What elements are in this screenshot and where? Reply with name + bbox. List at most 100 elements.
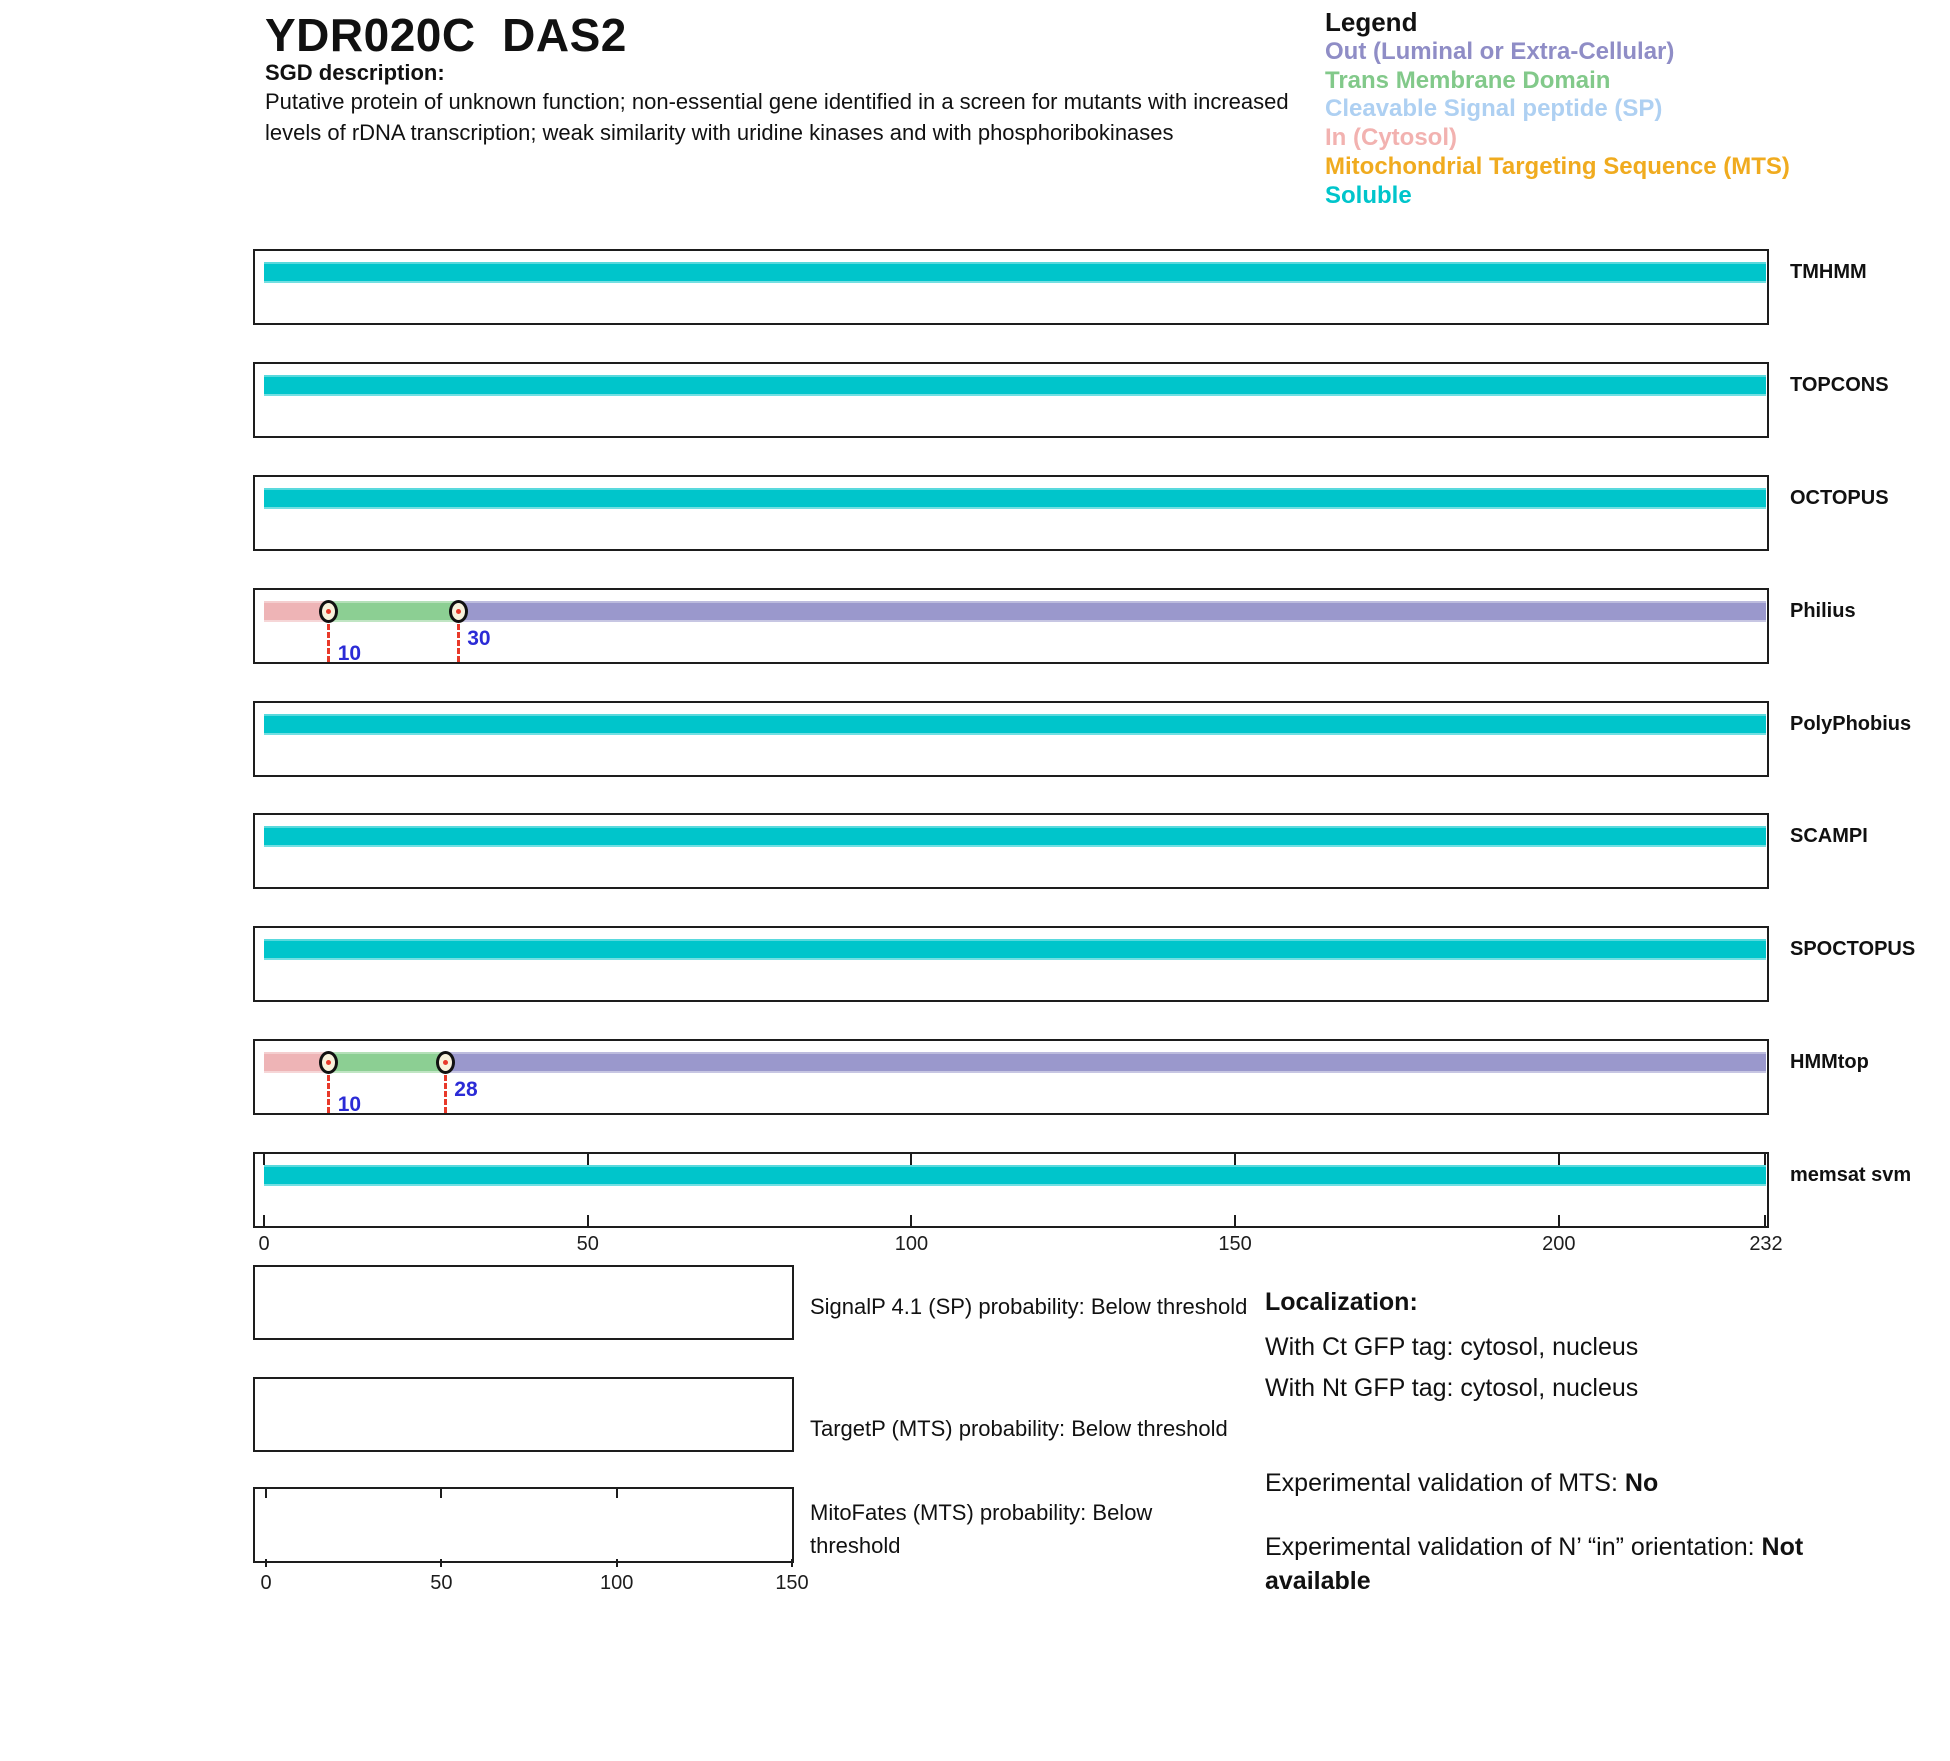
legend-items: Out (Luminal or Extra-Cellular) Trans Mem… <box>1325 38 1790 210</box>
boundary-position-label: 28 <box>454 1078 478 1101</box>
axis-tick-label: 150 <box>1218 1233 1252 1255</box>
legend-item-sp: Cleavable Signal peptide (SP) <box>1325 95 1663 123</box>
boundary-position-label: 10 <box>337 642 362 665</box>
axis-tick-label: 0 <box>258 1233 270 1255</box>
axis-tick-top <box>263 1154 265 1165</box>
boundary-marker-dot <box>455 609 461 614</box>
track-label-scampi: SCAMPI <box>1790 825 1868 847</box>
segment-out <box>458 601 1766 622</box>
boundary-position-label: 10 <box>337 1093 362 1116</box>
orientation-validation-value: Not available <box>1265 1533 1804 1595</box>
legend-item-in: In (Cytosol) <box>1325 124 1457 152</box>
segment-soluble <box>264 939 1766 960</box>
mitofates-tick-bottom <box>265 1559 267 1567</box>
localization-heading: Localization: <box>1265 1288 1418 1316</box>
axis-tick-label: 200 <box>1542 1233 1576 1255</box>
boundary-marker-dot <box>326 1060 332 1065</box>
axis-tick-bottom <box>1234 1215 1237 1226</box>
track-box-octopus <box>253 475 1769 551</box>
description-line: levels of rDNA transcription; weak simil… <box>265 120 1174 145</box>
track-box-philius <box>253 588 1769 664</box>
track-label-octopus: OCTOPUS <box>1790 487 1889 509</box>
boundary-dash-line <box>327 624 331 662</box>
axis-tick-label: 50 <box>576 1233 599 1255</box>
mts-validation-label: Experimental validation of MTS: <box>1265 1469 1625 1497</box>
mitofates-tick-label: 50 <box>430 1572 453 1594</box>
legend-item-mts: Mitochondrial Targeting Sequence (MTS) <box>1325 152 1790 180</box>
boundary-dash-line <box>456 624 460 662</box>
track-label-polyphobius: PolyPhobius <box>1790 713 1912 735</box>
segment-soluble <box>264 375 1766 396</box>
boundary-marker-dot <box>326 609 332 614</box>
segment-tm <box>328 1052 446 1073</box>
mts-validation: Experimental validation of MTS: No <box>1265 1466 1658 1500</box>
axis-tick-top <box>1764 1154 1766 1165</box>
orientation-validation: Experimental validation of N’ “in” orien… <box>1265 1530 1885 1598</box>
segment-soluble <box>264 1165 1766 1186</box>
track-label-spoctopus: SPOCTOPUS <box>1790 938 1916 960</box>
mitofates-tick-label: 100 <box>599 1572 634 1594</box>
segment-tm <box>328 601 459 622</box>
axis-tick-bottom <box>586 1215 589 1226</box>
legend-item-soluble: Soluble <box>1325 181 1412 209</box>
mitofates-tick-label: 150 <box>775 1572 809 1594</box>
axis-tick-bottom <box>1557 1215 1560 1226</box>
track-label-hmmtop: HMMtop <box>1790 1051 1869 1073</box>
legend-item-out: Out (Luminal or Extra-Cellular) <box>1325 38 1675 65</box>
axis-tick-bottom <box>263 1215 265 1226</box>
track-box-topcons <box>253 362 1769 438</box>
localization-ct-gfp: With Ct GFP tag: cytosol, nucleus <box>1265 1333 1639 1361</box>
signalp-caption: SignalP 4.1 (SP) probability: Below thre… <box>810 1294 1248 1319</box>
track-box-hmmtop <box>253 1039 1769 1115</box>
track-box-scampi <box>253 813 1769 889</box>
mitofates-tick-bottom <box>615 1559 618 1567</box>
track-box-spoctopus <box>253 926 1769 1002</box>
axis-tick-label: 232 <box>1749 1233 1783 1255</box>
boundary-marker-dot <box>442 1060 448 1065</box>
legend-item-tm: Trans Membrane Domain <box>1325 66 1611 94</box>
track-label-topcons: TOPCONS <box>1790 374 1889 396</box>
mitofates-tick-top <box>440 1489 443 1498</box>
orientation-validation-label: Experimental validation of N’ “in” orien… <box>1265 1533 1762 1561</box>
track-label-memsat-svm: memsat svm <box>1790 1164 1912 1186</box>
track-box-tmhmm <box>253 249 1769 325</box>
segment-soluble <box>264 262 1766 283</box>
track-box-memsat-svm <box>253 1152 1769 1228</box>
legend: Legend Out (Luminal or Extra-Cellular) Tr… <box>1325 6 1790 210</box>
legend-title: Legend <box>1325 7 1418 37</box>
targetp-plot <box>253 1377 794 1452</box>
mitofates-tick-top <box>265 1489 267 1498</box>
sgd-description-heading: SGD description: <box>265 60 445 85</box>
boundary-position-label: 30 <box>467 627 491 650</box>
sgd-description-text: Putative protein of unknown function; no… <box>265 86 1289 148</box>
mts-validation-value: No <box>1624 1469 1659 1497</box>
description-line: Putative protein of unknown function; no… <box>265 89 1289 114</box>
mitofates-caption: MitoFates (MTS) probability: Below thres… <box>810 1500 1153 1558</box>
mitofates-plot <box>253 1487 794 1563</box>
mitofates-tick-label: 0 <box>260 1572 272 1594</box>
signalp-plot <box>253 1265 794 1340</box>
track-box-polyphobius <box>253 701 1769 777</box>
track-label-philius: Philius <box>1790 600 1856 622</box>
axis-tick-top <box>1557 1154 1560 1165</box>
boundary-dash-line <box>327 1075 331 1113</box>
mitofates-tick-bottom <box>440 1559 443 1567</box>
segment-out <box>445 1052 1766 1073</box>
segment-soluble <box>264 826 1766 847</box>
boundary-dash-line <box>443 1075 447 1113</box>
segment-in <box>264 1052 329 1073</box>
axis-tick-top <box>586 1154 589 1165</box>
page-title: YDR020C DAS2 <box>265 9 627 61</box>
track-label-tmhmm: TMHMM <box>1790 261 1867 283</box>
axis-tick-bottom <box>910 1215 913 1226</box>
mitofates-tick-top <box>615 1489 618 1498</box>
axis-tick-top <box>1234 1154 1237 1165</box>
segment-in <box>264 601 329 622</box>
localization-nt-gfp: With Nt GFP tag: cytosol, nucleus <box>1265 1374 1639 1402</box>
segment-soluble <box>264 488 1766 509</box>
axis-tick-top <box>910 1154 913 1165</box>
axis-tick-label: 100 <box>894 1233 929 1255</box>
targetp-caption: TargetP (MTS) probability: Below thresho… <box>810 1416 1228 1441</box>
segment-soluble <box>264 714 1766 735</box>
